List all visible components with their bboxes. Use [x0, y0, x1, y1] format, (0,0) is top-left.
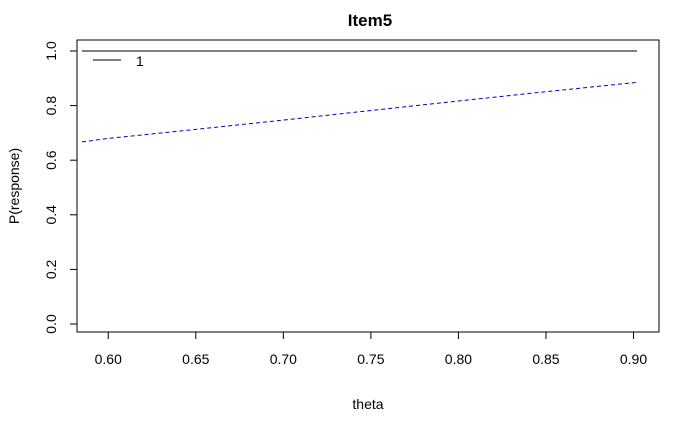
legend-label-1: 1	[136, 53, 144, 69]
x-tick-label: 0.75	[357, 351, 384, 367]
series-layer	[81, 50, 638, 143]
y-tick-label: 0.4	[43, 205, 59, 225]
x-tick-label: 0.80	[445, 351, 472, 367]
x-tick-label: 0.60	[95, 351, 122, 367]
x-tick-label: 0.85	[532, 351, 559, 367]
x-tick-label: 0.90	[620, 351, 647, 367]
x-tick-label: 0.65	[182, 351, 209, 367]
x-tick-label: 0.70	[270, 351, 297, 367]
series-line-2	[81, 81, 638, 143]
y-axis-label: P(response)	[6, 148, 22, 224]
y-tick-label: 0.6	[43, 150, 59, 170]
chart-title: Item5	[348, 11, 392, 30]
y-axis: 0.0 0.2 0.4 0.6 0.8 1.0	[43, 41, 78, 334]
plot-frame	[76, 39, 660, 333]
y-tick-label: 0.8	[43, 96, 59, 116]
y-tick-label: 0.0	[43, 314, 59, 334]
x-axis-label: theta	[352, 396, 383, 412]
x-axis: 0.60 0.65 0.70 0.75 0.80 0.85 0.90	[95, 331, 647, 367]
legend: 1	[93, 53, 144, 69]
y-tick-label: 0.2	[43, 259, 59, 279]
y-tick-label: 1.0	[43, 41, 59, 61]
